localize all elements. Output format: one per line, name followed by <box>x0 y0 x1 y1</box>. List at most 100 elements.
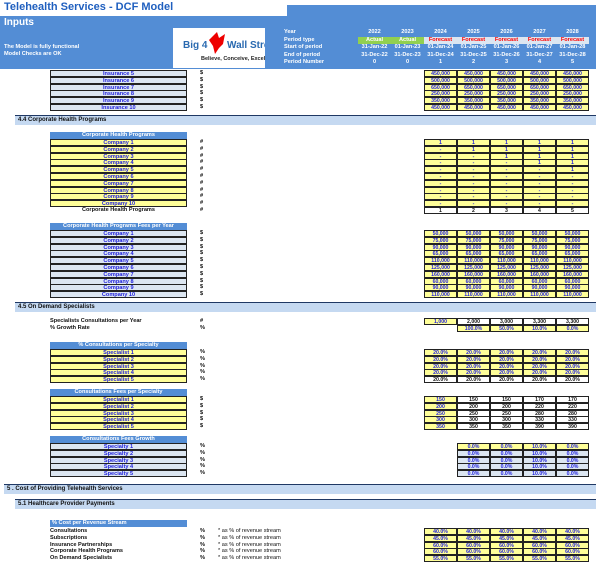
value-cell[interactable]: 170 <box>556 396 589 403</box>
value-cell[interactable]: 650,000 <box>424 83 457 91</box>
value-cell[interactable]: - <box>556 173 589 180</box>
value-cell[interactable]: 20.0% <box>457 376 490 384</box>
value-cell[interactable]: 75,000 <box>523 236 556 244</box>
value-cell[interactable]: 125,000 <box>556 264 589 271</box>
value-cell[interactable]: - <box>490 200 523 208</box>
value-cell[interactable]: 60.0% <box>523 541 556 549</box>
value-cell[interactable]: 20.0% <box>556 369 589 377</box>
value-cell[interactable]: 75,000 <box>556 236 589 244</box>
value-cell[interactable]: 1 <box>424 207 457 214</box>
value-cell[interactable]: 450,000 <box>556 70 589 77</box>
value-cell[interactable]: 1,000 <box>424 318 457 325</box>
value-cell[interactable]: 0.0% <box>457 449 490 457</box>
value-cell[interactable]: - <box>523 179 556 187</box>
value-cell[interactable]: 50,000 <box>556 230 589 237</box>
value-cell[interactable]: - <box>457 186 490 194</box>
value-cell[interactable]: 330 <box>523 416 556 424</box>
value-cell[interactable]: 90,000 <box>457 284 490 292</box>
value-cell[interactable]: 250,000 <box>490 90 523 98</box>
value-cell[interactable]: 350,000 <box>556 97 589 105</box>
value-cell[interactable]: - <box>457 152 490 160</box>
value-cell[interactable]: 250 <box>424 409 457 417</box>
value-cell[interactable]: 110,000 <box>490 257 523 265</box>
value-cell[interactable]: 250 <box>457 409 490 417</box>
value-cell[interactable]: - <box>424 186 457 194</box>
value-cell[interactable]: 20.0% <box>490 376 523 384</box>
value-cell[interactable]: 220 <box>523 402 556 410</box>
value-cell[interactable]: 45.0% <box>523 534 556 542</box>
value-cell[interactable]: 60.0% <box>424 541 457 549</box>
value-cell[interactable]: 20.0% <box>457 349 490 356</box>
value-cell[interactable]: 45.0% <box>424 534 457 542</box>
value-cell[interactable]: 20.0% <box>523 355 556 363</box>
value-cell[interactable]: - <box>457 200 490 208</box>
value-cell[interactable]: 300 <box>490 416 523 424</box>
value-cell[interactable]: 125,000 <box>523 264 556 271</box>
value-cell[interactable]: 0.0% <box>490 456 523 464</box>
value-cell[interactable]: 200 <box>457 402 490 410</box>
value-cell[interactable]: 60,000 <box>424 277 457 285</box>
value-cell[interactable]: 90,000 <box>556 243 589 251</box>
value-cell[interactable]: 280 <box>523 409 556 417</box>
value-cell[interactable]: 1 <box>457 139 490 146</box>
value-cell[interactable]: 110,000 <box>457 257 490 265</box>
value-cell[interactable]: 500,000 <box>457 76 490 84</box>
value-cell[interactable]: 1 <box>523 152 556 160</box>
value-cell[interactable]: - <box>490 173 523 180</box>
value-cell[interactable]: 0.0% <box>556 443 589 450</box>
value-cell[interactable]: 450,000 <box>490 70 523 77</box>
value-cell[interactable]: 10.0% <box>523 463 556 471</box>
value-cell[interactable]: - <box>424 179 457 187</box>
value-cell[interactable]: 65,000 <box>424 250 457 258</box>
value-cell[interactable]: 650,000 <box>523 83 556 91</box>
value-cell[interactable]: 0.0% <box>556 456 589 464</box>
value-cell[interactable]: - <box>523 173 556 180</box>
value-cell[interactable]: 0.0% <box>556 449 589 457</box>
value-cell[interactable]: 350,000 <box>523 97 556 105</box>
value-cell[interactable]: 160,000 <box>424 270 457 278</box>
value-cell[interactable]: - <box>457 173 490 180</box>
value-cell[interactable]: 1 <box>556 139 589 146</box>
value-cell[interactable]: 125,000 <box>424 264 457 271</box>
value-cell[interactable]: 500,000 <box>556 76 589 84</box>
value-cell[interactable]: 1 <box>490 145 523 153</box>
value-cell[interactable]: 50,000 <box>490 230 523 237</box>
value-cell[interactable]: 350,000 <box>457 97 490 105</box>
value-cell[interactable]: 20.0% <box>490 362 523 370</box>
value-cell[interactable]: 110,000 <box>556 257 589 265</box>
value-cell[interactable]: 40.0% <box>556 528 589 535</box>
value-cell[interactable]: 20.0% <box>523 362 556 370</box>
value-cell[interactable]: 3 <box>490 207 523 214</box>
value-cell[interactable]: 4 <box>523 207 556 214</box>
value-cell[interactable]: 650,000 <box>556 83 589 91</box>
value-cell[interactable]: 1 <box>523 145 556 153</box>
value-cell[interactable]: 60.0% <box>424 548 457 556</box>
value-cell[interactable]: 350,000 <box>490 97 523 105</box>
value-cell[interactable]: - <box>424 193 457 201</box>
value-cell[interactable]: 1 <box>490 139 523 146</box>
value-cell[interactable]: - <box>424 173 457 180</box>
value-cell[interactable]: 60,000 <box>556 277 589 285</box>
value-cell[interactable]: - <box>424 166 457 174</box>
value-cell[interactable]: 20.0% <box>457 355 490 363</box>
value-cell[interactable]: - <box>523 200 556 208</box>
value-cell[interactable]: - <box>424 200 457 208</box>
value-cell[interactable]: - <box>556 193 589 201</box>
value-cell[interactable]: 90,000 <box>424 284 457 292</box>
value-cell[interactable]: 20.0% <box>424 355 457 363</box>
value-cell[interactable]: - <box>523 193 556 201</box>
value-cell[interactable]: 500,000 <box>424 76 457 84</box>
value-cell[interactable]: 60.0% <box>556 541 589 549</box>
value-cell[interactable]: 60.0% <box>490 541 523 549</box>
value-cell[interactable]: 110,000 <box>556 291 589 299</box>
value-cell[interactable]: 125,000 <box>490 264 523 271</box>
value-cell[interactable]: - <box>490 186 523 194</box>
value-cell[interactable]: 90,000 <box>523 243 556 251</box>
value-cell[interactable]: 150 <box>457 396 490 403</box>
value-cell[interactable]: 1 <box>424 139 457 146</box>
value-cell[interactable]: 20.0% <box>523 349 556 356</box>
value-cell[interactable]: 300 <box>457 416 490 424</box>
value-cell[interactable]: 50,000 <box>457 230 490 237</box>
value-cell[interactable]: 220 <box>556 402 589 410</box>
value-cell[interactable]: 0.0% <box>490 463 523 471</box>
